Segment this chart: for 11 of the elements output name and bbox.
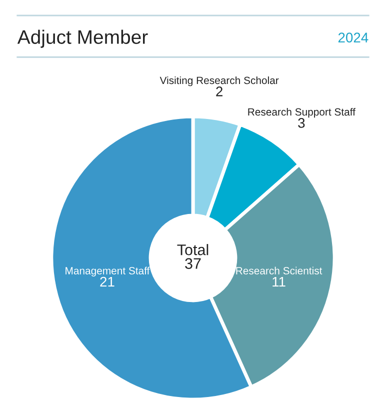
chart-subtitle: 2024 bbox=[338, 32, 368, 42]
data-label: 3 bbox=[298, 118, 305, 128]
data-label: 11 bbox=[272, 276, 286, 287]
slice-label: Visiting Research Scholar bbox=[160, 76, 279, 86]
slice-label: Research Support Staff bbox=[248, 108, 356, 118]
data-label: 21 bbox=[100, 276, 114, 287]
slice-label: Management Staff bbox=[66, 266, 150, 276]
text: Total 37 bbox=[177, 244, 208, 269]
chart-title: Adjuct Member bbox=[17, 30, 148, 48]
data-label: 2 bbox=[216, 86, 222, 96]
slice-label: Research Scientist bbox=[236, 266, 322, 274]
